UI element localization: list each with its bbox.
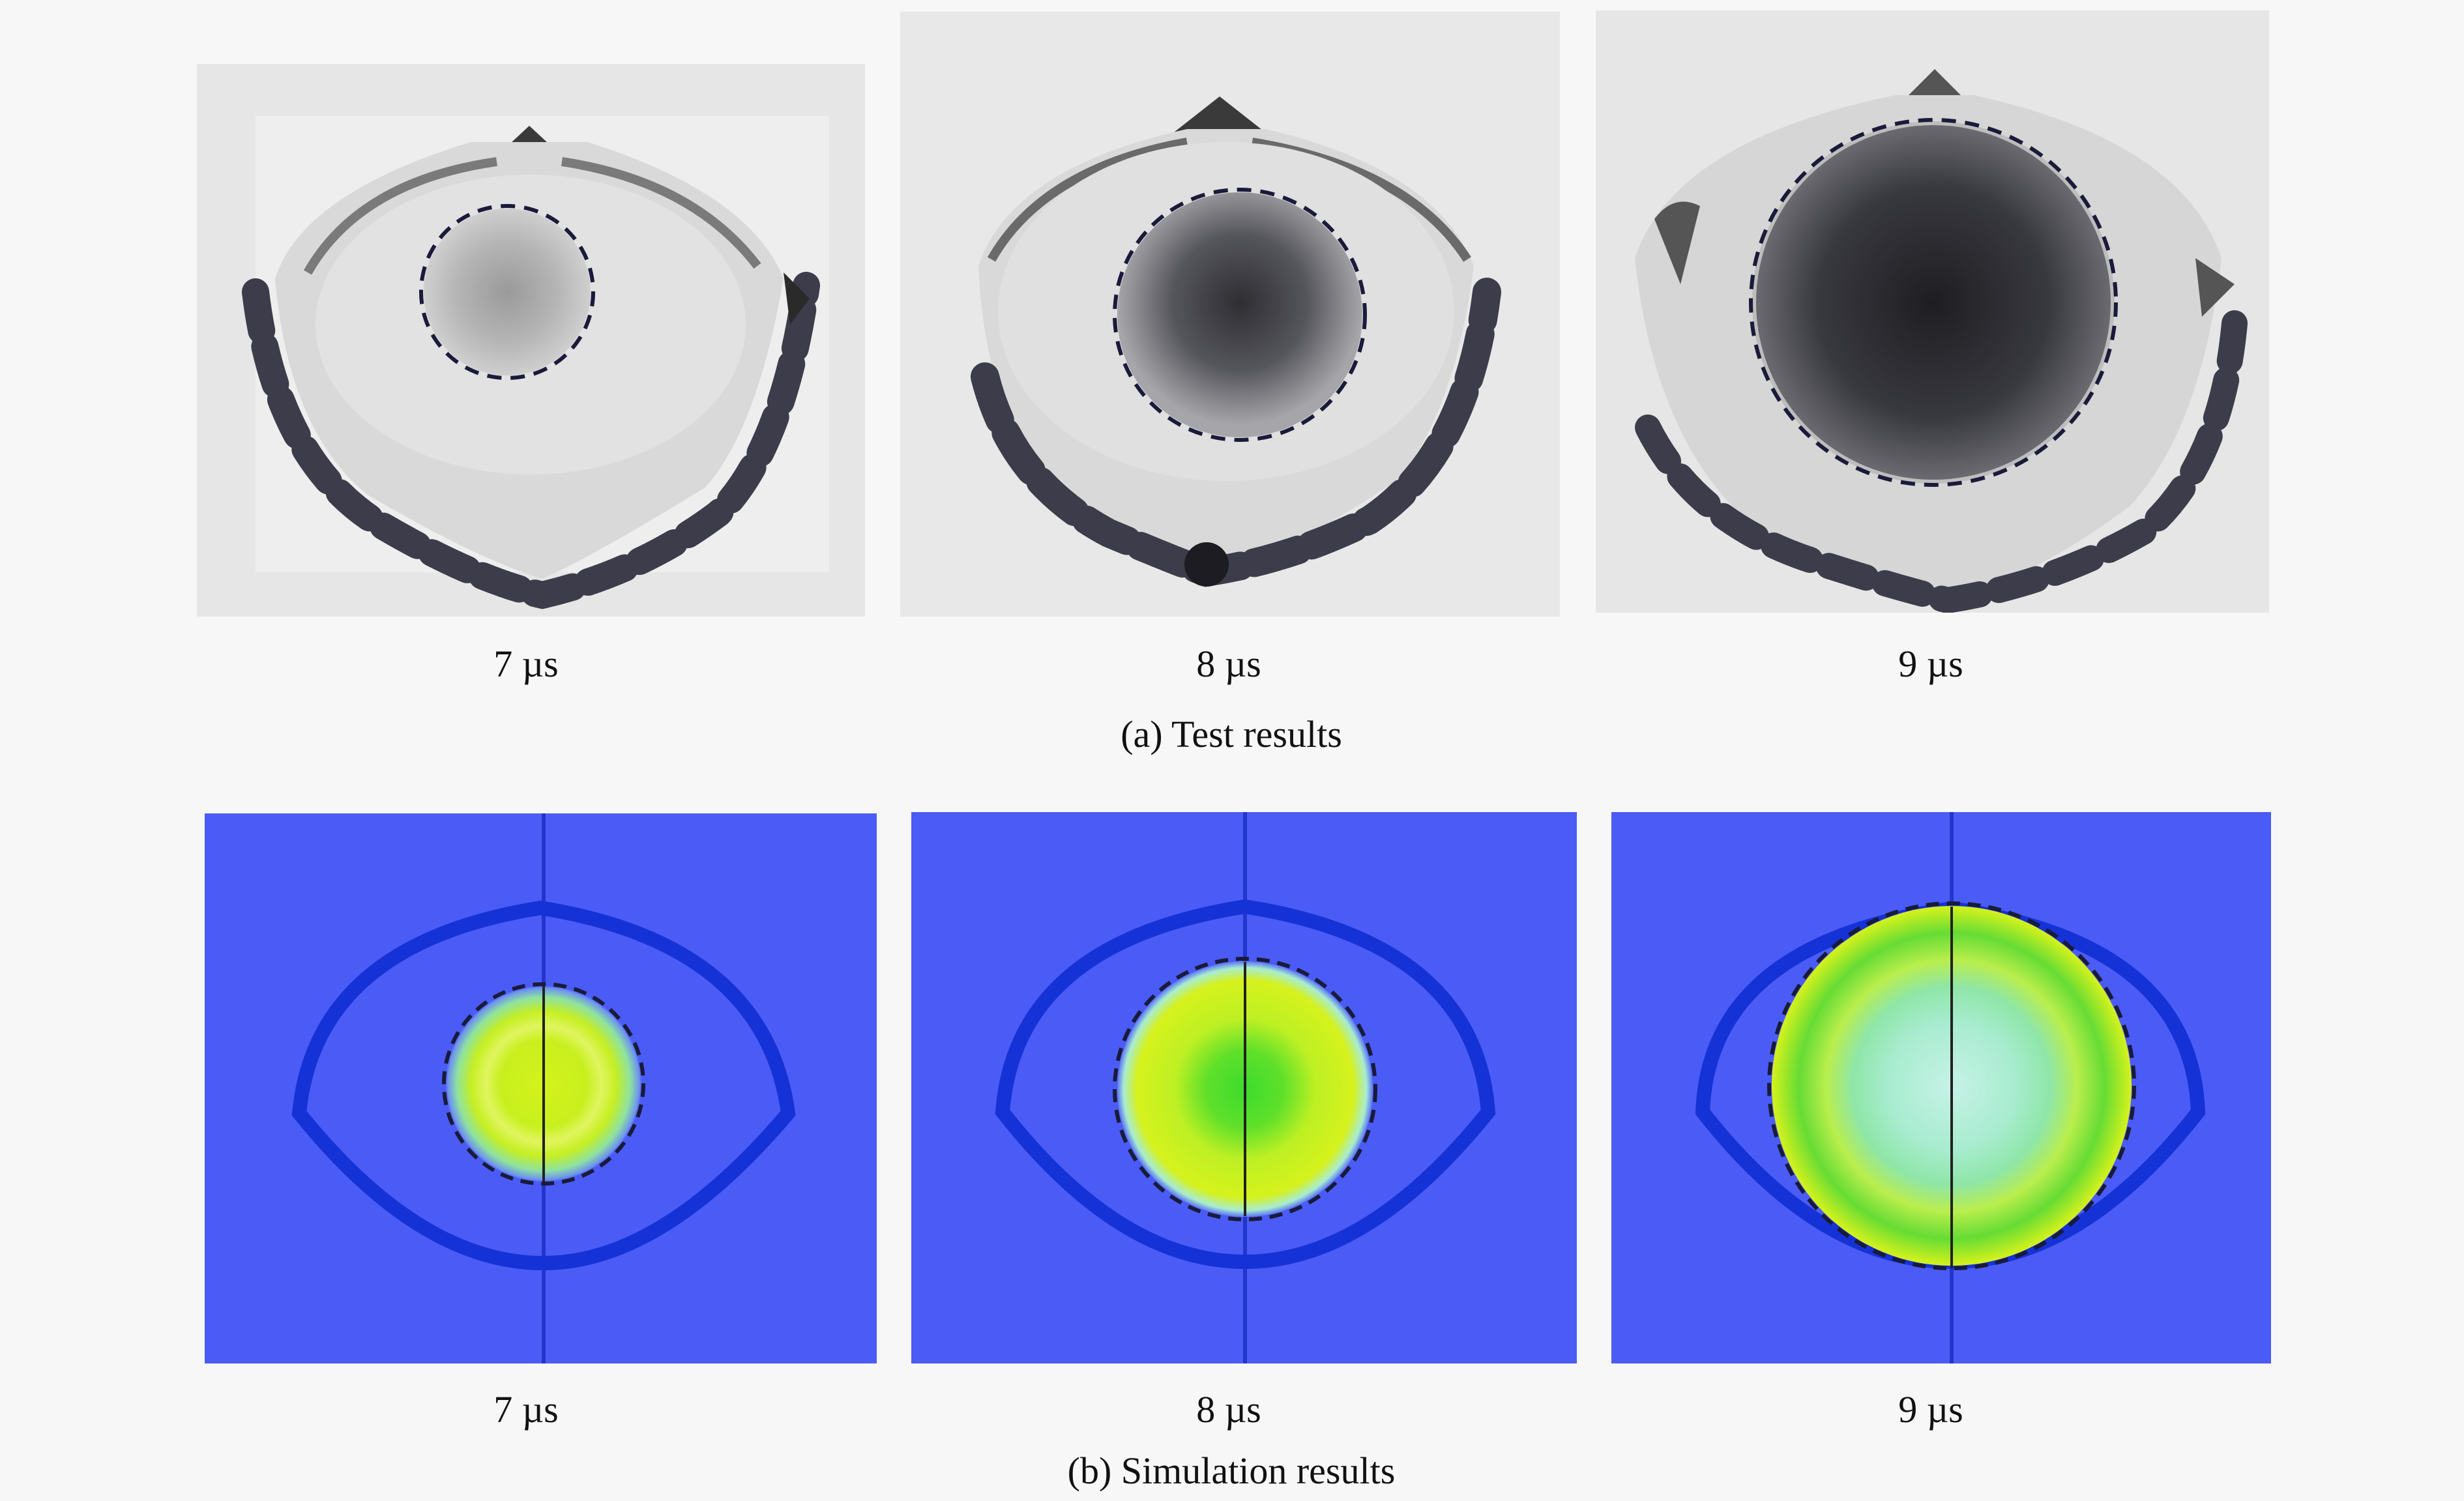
simulation-time-label-7us: 7 µs bbox=[493, 1388, 559, 1431]
simulation-image-9us bbox=[1611, 812, 2271, 1363]
test-results-caption: (a) Test results bbox=[1121, 713, 1342, 755]
simulation-time-label-9us: 9 µs bbox=[1898, 1388, 1963, 1431]
simulation-results-caption: (b) Simulation results bbox=[1067, 1450, 1396, 1492]
simulation-image-7us bbox=[205, 813, 877, 1363]
test-image-9us bbox=[1596, 10, 2269, 613]
test-time-label-8us: 8 µs bbox=[1196, 643, 1261, 685]
test-time-label-7us: 7 µs bbox=[493, 643, 559, 685]
simulation-image-8us bbox=[911, 812, 1577, 1363]
test-image-7us bbox=[197, 64, 865, 617]
test-time-label-9us: 9 µs bbox=[1898, 643, 1963, 685]
test-image-8us bbox=[900, 12, 1560, 617]
simulation-time-label-8us: 8 µs bbox=[1196, 1388, 1261, 1431]
